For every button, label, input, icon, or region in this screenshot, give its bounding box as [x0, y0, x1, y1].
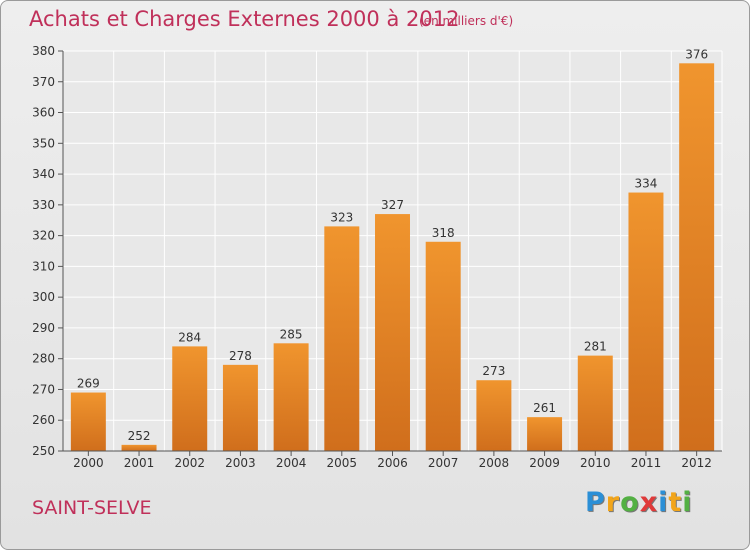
y-tick-label: 320 [32, 229, 55, 243]
logo-letter: P [585, 487, 606, 518]
y-tick-label: 370 [32, 75, 55, 89]
x-tick-label: 2009 [529, 456, 560, 470]
data-label: 261 [533, 401, 556, 415]
y-tick-label: 350 [32, 136, 55, 150]
data-label: 273 [482, 364, 505, 378]
x-tick-label: 2011 [631, 456, 662, 470]
labels: 269 252 284 278 285 323 327 318 273 261 281 334 376 [77, 47, 708, 443]
logo-letter: r [605, 487, 621, 518]
bar-2011 [628, 192, 664, 452]
data-label: 284 [178, 330, 201, 344]
y-tick-label: 280 [32, 352, 55, 366]
bar-2008 [476, 380, 512, 451]
y-tick-label: 270 [32, 382, 55, 396]
chart-unit: (en milliers d'€) [419, 14, 514, 28]
y-tick-label: 340 [32, 167, 55, 181]
x-tick-label: 2010 [580, 456, 611, 470]
bar-2000 [70, 392, 106, 451]
x-tick-label: 2007 [428, 456, 459, 470]
bar-2006 [375, 214, 410, 451]
logo-letter: i [658, 487, 669, 518]
bar-2004 [273, 343, 309, 451]
y-tick-label: 250 [32, 444, 55, 458]
bar-2002 [172, 346, 208, 451]
bars [70, 63, 715, 452]
data-label: 281 [584, 340, 607, 354]
data-label: 285 [280, 327, 303, 341]
bar-2009 [527, 417, 563, 451]
data-label: 278 [229, 349, 252, 363]
x-tick-label: 2000 [73, 456, 104, 470]
x-tick-label: 2004 [276, 456, 307, 470]
data-label: 269 [77, 377, 100, 391]
proxiti-logo: Proxiti [585, 487, 693, 518]
y-tick-label: 330 [32, 198, 55, 212]
x-tick-label: 2006 [377, 456, 408, 470]
logo-letter: x [639, 487, 659, 518]
y-tick-label: 300 [32, 290, 55, 304]
y-tick-label: 310 [32, 259, 55, 273]
x-tick-label: 2005 [327, 456, 358, 470]
data-label: 334 [635, 177, 658, 191]
y-tick-label: 260 [32, 413, 55, 427]
bar-2005 [324, 226, 360, 451]
data-label: 327 [381, 198, 404, 212]
bar-2010 [577, 355, 613, 451]
data-label: 318 [432, 226, 455, 240]
y-tick-label: 290 [32, 321, 55, 335]
data-label: 376 [685, 47, 708, 61]
town-name: SAINT-SELVE [32, 497, 152, 519]
bar-2007 [425, 241, 461, 451]
y-tick-label: 360 [32, 106, 55, 120]
data-label: 323 [330, 210, 353, 224]
logo-letter: i [682, 487, 693, 518]
chart-title: Achats et Charges Externes 2000 à 2012 [29, 7, 460, 31]
bar-2012 [679, 63, 715, 452]
x-tick-label: 2003 [225, 456, 256, 470]
logo-letter: o [620, 487, 640, 518]
bar-2001 [121, 444, 157, 451]
x-tick-label: 2001 [124, 456, 155, 470]
bar-2003 [222, 364, 258, 451]
x-tick-label: 2008 [479, 456, 510, 470]
axes: 250 260 270 280 290 300 310 320 330 340 350 360 370 3… [32, 44, 722, 470]
x-tick-label: 2012 [681, 456, 712, 470]
y-tick-label: 380 [32, 44, 55, 58]
x-tick-label: 2002 [174, 456, 205, 470]
logo-letter: t [668, 487, 683, 518]
data-label: 252 [128, 429, 151, 443]
